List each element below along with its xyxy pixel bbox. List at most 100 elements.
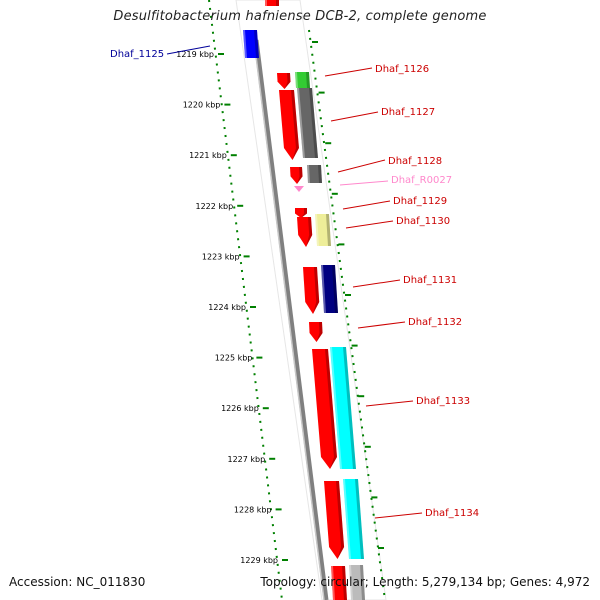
label-dhaf-1128: Dhaf_1128: [388, 156, 442, 167]
kbp-tick-label: 1228 kbp: [234, 505, 272, 514]
gene-dhaf-1127-cds-shade: [291, 90, 299, 160]
gene-dhaf-1125-body: [243, 30, 259, 58]
gene-dhaf-1134-track: [343, 479, 364, 559]
gene-dhaf-1130-track-shade: [326, 214, 331, 246]
gene-dhaf-1130-cds: [297, 217, 313, 247]
label-dhaf-1126: Dhaf_1126: [375, 64, 429, 75]
gene-dhaf-1131-cds-shade: [313, 267, 320, 314]
kbp-tick-label: 1222 kbp: [195, 202, 233, 211]
leader-dhaf-1128: [337, 159, 386, 173]
leader-dhaf-1130: [345, 220, 394, 229]
leader-dhaf-1131: [352, 279, 401, 288]
gene-dhaf-r0027: [294, 186, 304, 192]
gene-dhaf-1131-track-shade: [332, 265, 338, 313]
leader-dhaf-1129: [342, 200, 391, 210]
gene-dhaf-1133-track-highlight: [330, 347, 342, 469]
kbp-tick-label: 1219 kbp: [176, 50, 214, 59]
gene-next-cds: [331, 566, 347, 600]
gene-dhaf-1129-cds-shade: [301, 208, 307, 218]
gene-next-track-shade: [360, 565, 365, 600]
gene-next-cds-highlight: [331, 566, 335, 600]
label-dhaf-1131: Dhaf_1131: [403, 275, 457, 286]
gene-dhaf-1133-track: [330, 347, 356, 469]
label-dhaf-r0027: Dhaf_R0027: [391, 175, 452, 186]
leader-dhaf-1133: [365, 400, 414, 407]
gene-dhaf-1130-track: [315, 214, 331, 246]
gene-dhaf-1128-track: [307, 165, 322, 183]
gene-prev-cds-body: [265, 0, 279, 6]
gene-dhaf-1126-track-highlight: [295, 72, 298, 88]
gene-prev-cds-highlight: [265, 0, 267, 6]
gene-dhaf-1128-cds-shade: [297, 167, 303, 184]
gene-prev-cds-shade: [276, 0, 279, 6]
leader-dhaf-1127: [330, 111, 379, 122]
gene-dhaf-1127-track: [297, 88, 318, 158]
leader-dhaf-r0027: [339, 180, 389, 186]
gene-dhaf-1129-cds-body: [295, 208, 307, 218]
label-dhaf-1130: Dhaf_1130: [396, 216, 450, 227]
gene-next-cds-shade: [342, 566, 347, 600]
gene-dhaf-1128-track-body: [307, 165, 322, 183]
gene-dhaf-1128-cds: [290, 167, 303, 184]
label-dhaf-1134: Dhaf_1134: [425, 508, 479, 519]
kbp-tick-label: 1229 kbp: [240, 556, 278, 565]
kbp-tick-label: 1227 kbp: [227, 455, 265, 464]
gene-dhaf-1127-track-body: [297, 88, 318, 158]
kbp-tick-label: 1221 kbp: [189, 151, 227, 160]
gene-dhaf-1130-track-body: [315, 214, 331, 246]
gene-dhaf-1130-cds-shade: [306, 217, 313, 247]
gene-dhaf-1127-cds-body: [279, 90, 299, 160]
kbp-tick-label: 1225 kbp: [215, 354, 253, 363]
gene-features: [243, 0, 365, 600]
leader-dhaf-1126: [324, 67, 373, 77]
gene-dhaf-1131-track-body: [321, 265, 338, 313]
gene-dhaf-1134-cds-shade: [336, 481, 345, 559]
backbone-highlight: [253, 39, 325, 600]
label-dhaf-1132: Dhaf_1132: [408, 317, 462, 328]
gene-dhaf-1127-track-highlight: [297, 88, 305, 158]
gene-dhaf-1126-track-shade: [306, 72, 310, 88]
kbp-tick-label: 1226 kbp: [221, 404, 259, 413]
gene-dhaf-1126-cds-body: [277, 73, 291, 89]
gene-dhaf-1130-track-highlight: [315, 214, 319, 246]
gene-dhaf-1134-track-highlight: [343, 479, 351, 559]
gene-dhaf-1133-track-shade: [343, 347, 356, 469]
gene-dhaf-1129-cds: [295, 208, 307, 218]
genome-summary-text: Topology: circular; Length: 5,279,134 bp…: [260, 575, 590, 589]
gene-dhaf-1134-track-body: [343, 479, 364, 559]
gene-dhaf-1134-cds-body: [324, 481, 345, 559]
gene-next-track-body: [349, 565, 365, 600]
gene-dhaf-1127-cds: [279, 90, 299, 160]
gene-dhaf-1133-cds-shade: [325, 349, 337, 469]
gene-dhaf-1132-cds: [309, 322, 323, 342]
label-dhaf-1127: Dhaf_1127: [381, 107, 435, 118]
gene-dhaf-1133-cds: [312, 349, 337, 469]
label-dhaf-1125: Dhaf_1125: [110, 49, 164, 60]
gene-dhaf-1128-cds-body: [290, 167, 303, 184]
gene-next-track: [349, 565, 365, 600]
leader-dhaf-1125: [166, 45, 211, 55]
kbp-ruler: 1219 kbp 1220 kbp 1221 kbp 1222 kbp 1223 kbp…: [176, 41, 384, 565]
gene-dhaf-1128-track-shade: [318, 165, 322, 183]
gene-next-track-highlight: [349, 565, 353, 600]
gene-dhaf-1132-cds-body: [309, 322, 323, 342]
gene-dhaf-1126-cds: [277, 73, 291, 89]
gene-dhaf-1133-track-body: [330, 347, 356, 469]
gene-dhaf-1128-track-highlight: [307, 165, 310, 183]
gene-dhaf-1131-track: [321, 265, 338, 313]
genome-backbone: [253, 39, 329, 600]
accession-text: Accession: NC_011830: [9, 575, 146, 589]
gene-next-cds-body: [331, 566, 347, 600]
gene-dhaf-1133-cds-body: [312, 349, 337, 469]
gene-dhaf-1130-cds-body: [297, 217, 313, 247]
kbp-tick-label: 1224 kbp: [208, 303, 246, 312]
gene-dhaf-1126-track-body: [295, 72, 310, 88]
label-dhaf-1129: Dhaf_1129: [393, 196, 447, 207]
gene-dhaf-1131-cds-body: [303, 267, 320, 314]
leader-dhaf-1132: [357, 321, 406, 329]
gene-dhaf-1126-cds-shade: [284, 73, 291, 89]
gene-dhaf-1131-cds: [303, 267, 320, 314]
gene-dhaf-1125-shade: [254, 30, 259, 58]
